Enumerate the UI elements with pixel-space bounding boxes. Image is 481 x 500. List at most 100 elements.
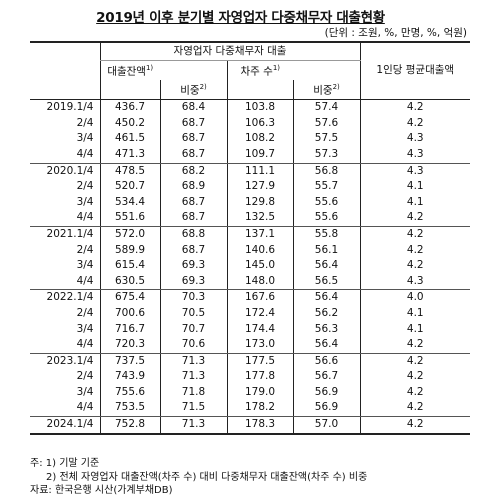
share2-cell: 56.9 [292, 384, 360, 401]
loan-balance-cell: 436.7 [99, 99, 160, 116]
borrowers-cell: 108.2 [226, 131, 293, 147]
quarter-cell: 3/4 [76, 195, 94, 208]
share1-cell: 68.7 [159, 242, 227, 259]
share2-cell: 55.7 [292, 179, 360, 195]
borrowers-cell: 111.1 [226, 163, 293, 180]
quarter-cell: 3/4 [76, 385, 94, 398]
share1-cell: 70.5 [159, 305, 227, 322]
table-row: 2/4 520.7 68.9 127.9 55.7 4.1 [30, 179, 470, 195]
share2-cell: 56.7 [292, 369, 360, 385]
table-title: 2019년 이후 분기별 자영업자 다중채무자 대출현황 [96, 10, 385, 26]
share1-cell: 68.7 [159, 115, 227, 132]
header-share-2: 비중2) [292, 80, 360, 101]
borrowers-cell: 148.0 [226, 273, 293, 291]
quarter-cell: 4/4 [30, 146, 100, 164]
loan-balance-cell: 478.5 [99, 163, 160, 180]
table-row: 2024.1/4 752.8 71.3 178.3 57.0 4.2 [30, 416, 470, 435]
unit-label: (단위 : 조원, %, 만명, %, 억원) [324, 27, 467, 39]
share1-cell: 69.3 [159, 258, 227, 274]
loan-balance-cell: 720.3 [99, 337, 160, 354]
borrowers-cell: 137.1 [226, 226, 293, 243]
loan-balance-cell: 753.5 [99, 400, 160, 418]
header-group: 자영업자 다중채무자 대출 [99, 41, 360, 61]
loan-balance-cell: 572.0 [99, 226, 160, 243]
avg-loan-cell: 4.2 [359, 226, 470, 243]
loan-balance-cell: 737.5 [99, 353, 160, 370]
avg-loan-cell: 4.2 [359, 258, 470, 274]
quarter-cell: 4/4 [30, 273, 100, 291]
share1-cell: 68.4 [159, 99, 227, 116]
share1-cell: 68.7 [159, 194, 227, 211]
borrowers-cell: 177.8 [226, 369, 293, 385]
table-row: 2/4 589.9 68.7 140.6 56.1 4.2 [30, 242, 470, 259]
quarter-cell: 2021.1/4 [46, 227, 94, 240]
share1-cell: 68.7 [159, 131, 227, 147]
footnote-2: 2) 전체 자영업자 대출잔액(차주 수) 대비 다중채무자 대출잔액(차주 수… [46, 471, 368, 483]
quarter-cell: 2023.1/4 [46, 354, 94, 367]
table-row: 4/4 471.3 68.7 109.7 57.3 4.3 [30, 146, 470, 164]
quarter-cell: 2/4 [76, 306, 94, 319]
share2-cell: 56.3 [292, 321, 360, 338]
loan-balance-cell: 534.4 [99, 194, 160, 211]
avg-loan-cell: 4.2 [359, 369, 470, 385]
share2-cell: 56.2 [292, 305, 360, 322]
table-row: 3/4 716.7 70.7 174.4 56.3 4.1 [30, 321, 470, 338]
share1-cell: 68.7 [159, 210, 227, 227]
avg-loan-cell: 4.2 [359, 384, 470, 401]
table-row: 2019.1/4 436.7 68.4 103.8 57.4 4.2 [30, 99, 470, 116]
borrowers-cell: 140.6 [226, 242, 293, 259]
footnote-1: 주: 1) 기말 기준 [30, 458, 100, 469]
share2-cell: 57.5 [292, 131, 360, 147]
avg-loan-cell: 4.2 [359, 416, 470, 435]
borrowers-cell: 129.8 [226, 194, 293, 211]
avg-loan-cell: 4.3 [359, 146, 470, 164]
quarter-cell: 2020.1/4 [46, 164, 94, 177]
header-share-1: 비중2) [159, 80, 227, 101]
share1-cell: 71.5 [159, 400, 227, 418]
share2-cell: 56.4 [292, 289, 360, 306]
share1-cell: 68.2 [159, 163, 227, 180]
loan-balance-cell: 471.3 [99, 146, 160, 164]
loan-balance-cell: 551.6 [99, 210, 160, 227]
borrowers-cell: 127.9 [226, 179, 293, 195]
share2-cell: 56.9 [292, 400, 360, 418]
borrowers-cell: 174.4 [226, 321, 293, 338]
share2-cell: 56.6 [292, 353, 360, 370]
quarter-cell: 2/4 [76, 116, 94, 129]
share1-cell: 71.3 [159, 353, 227, 370]
quarter-cell: 2/4 [76, 243, 94, 256]
loan-balance-cell: 716.7 [99, 321, 160, 338]
table-row: 3/4 534.4 68.7 129.8 55.6 4.1 [30, 194, 470, 211]
share2-cell: 56.1 [292, 242, 360, 259]
loan-balance-cell: 700.6 [99, 305, 160, 322]
table-row: 2022.1/4 675.4 70.3 167.6 56.4 4.0 [30, 289, 470, 306]
footnotes: 주: 1) 기말 기준 2) 전체 자영업자 대출잔액(차주 수) 대비 다중채… [30, 457, 367, 498]
avg-loan-cell: 4.3 [359, 273, 470, 291]
share1-cell: 68.7 [159, 146, 227, 164]
borrowers-cell: 109.7 [226, 146, 293, 164]
borrowers-cell: 173.0 [226, 337, 293, 354]
loan-balance-cell: 743.9 [99, 369, 160, 385]
quarter-cell: 2019.1/4 [46, 101, 94, 114]
avg-loan-cell: 4.3 [359, 163, 470, 180]
share1-cell: 68.9 [159, 179, 227, 195]
avg-loan-cell: 4.0 [359, 289, 470, 306]
loan-balance-cell: 752.8 [99, 416, 160, 435]
source-note: 자료: 한국은행 시산(가계부채DB) [30, 485, 173, 496]
quarter-cell: 2/4 [76, 370, 94, 383]
avg-loan-cell: 4.1 [359, 194, 470, 211]
avg-loan-cell: 4.3 [359, 131, 470, 147]
quarter-cell: 3/4 [76, 259, 94, 272]
loan-table: 자영업자 다중채무자 대출 대출잔액1) 차주 수1) 1인당 평균대출액 비중… [30, 41, 470, 435]
avg-loan-cell: 4.2 [359, 115, 470, 132]
avg-loan-cell: 4.2 [359, 400, 470, 418]
table-row: 4/4 720.3 70.6 173.0 56.4 4.2 [30, 337, 470, 354]
share2-cell: 57.0 [292, 416, 360, 435]
share2-cell: 57.4 [292, 99, 360, 116]
table-row: 3/4 615.4 69.3 145.0 56.4 4.2 [30, 258, 470, 274]
loan-balance-cell: 589.9 [99, 242, 160, 259]
borrowers-cell: 178.2 [226, 400, 293, 418]
share1-cell: 70.7 [159, 321, 227, 338]
quarter-cell: 3/4 [76, 132, 94, 145]
table-row: 2/4 450.2 68.7 106.3 57.6 4.2 [30, 115, 470, 132]
